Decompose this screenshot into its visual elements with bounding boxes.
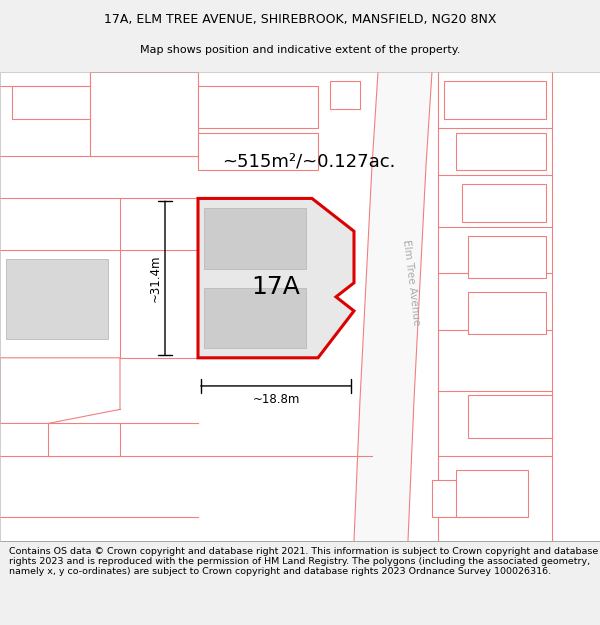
Text: 17A: 17A xyxy=(251,276,301,299)
Bar xyxy=(204,208,306,269)
Bar xyxy=(6,259,108,339)
Text: 17A, ELM TREE AVENUE, SHIREBROOK, MANSFIELD, NG20 8NX: 17A, ELM TREE AVENUE, SHIREBROOK, MANSFI… xyxy=(104,13,496,26)
Polygon shape xyxy=(12,86,90,119)
Bar xyxy=(198,132,318,170)
Text: Contains OS data © Crown copyright and database right 2021. This information is : Contains OS data © Crown copyright and d… xyxy=(9,546,598,576)
Polygon shape xyxy=(354,72,432,541)
Text: Elm Tree Avenue: Elm Tree Avenue xyxy=(401,239,421,326)
Bar xyxy=(468,396,552,437)
Bar xyxy=(198,86,318,128)
Polygon shape xyxy=(90,72,198,156)
Text: ~18.8m: ~18.8m xyxy=(253,393,299,406)
Polygon shape xyxy=(198,199,354,358)
Bar xyxy=(456,470,528,518)
Polygon shape xyxy=(48,424,120,456)
Text: ~515m²/~0.127ac.: ~515m²/~0.127ac. xyxy=(222,152,395,170)
Bar xyxy=(462,184,546,222)
Bar xyxy=(468,292,546,334)
Bar xyxy=(204,288,306,349)
Bar xyxy=(456,132,546,170)
Bar xyxy=(330,81,360,109)
Bar xyxy=(468,236,546,278)
Text: ~31.4m: ~31.4m xyxy=(149,254,162,302)
Bar xyxy=(444,81,546,119)
Bar xyxy=(432,480,492,518)
Text: Map shows position and indicative extent of the property.: Map shows position and indicative extent… xyxy=(140,44,460,54)
Polygon shape xyxy=(0,357,120,424)
